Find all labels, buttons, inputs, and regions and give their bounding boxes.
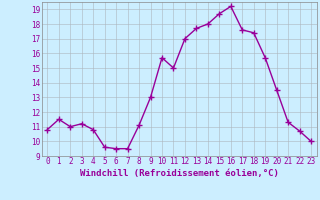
X-axis label: Windchill (Refroidissement éolien,°C): Windchill (Refroidissement éolien,°C) bbox=[80, 169, 279, 178]
